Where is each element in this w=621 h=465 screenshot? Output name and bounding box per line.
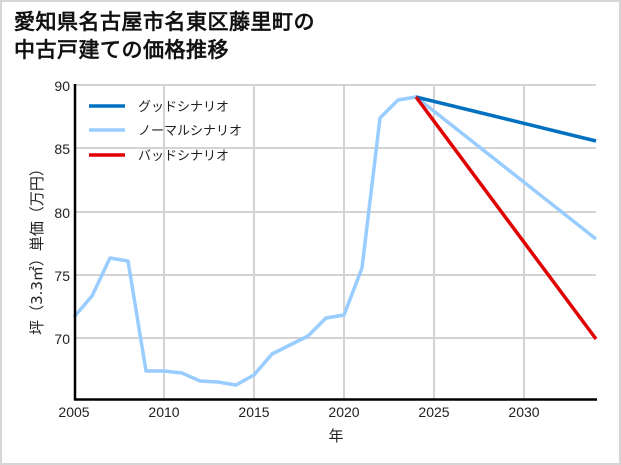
- y-tick-75: 75: [54, 268, 70, 284]
- y-tick-70: 70: [54, 331, 70, 347]
- x-tick-labels: 2005 2010 2015 2020 2025 2030: [58, 404, 539, 420]
- x-tick-2030: 2030: [508, 404, 539, 420]
- series-good-line: [415, 95, 597, 143]
- chart-title-line2: 中古戸建ての価格推移: [14, 38, 229, 62]
- x-tick-2010: 2010: [148, 404, 179, 420]
- series-normal-line: [72, 95, 598, 387]
- legend: グッドシナリオ ノーマルシナリオ バッドシナリオ: [89, 100, 242, 164]
- y-tick-85: 85: [54, 141, 70, 157]
- y-axis-label: 坪（3.3㎡）単価（万円）: [28, 161, 46, 335]
- x-axis-label: 年: [328, 427, 343, 445]
- y-tick-90: 90: [54, 78, 70, 94]
- y-tick-labels: 90 85 80 75 70: [54, 78, 70, 347]
- x-tick-2020: 2020: [328, 404, 359, 420]
- chart-title-line1: 愛知県名古屋市名東区藤里町の: [14, 10, 315, 34]
- legend-label-normal: ノーマルシナリオ: [138, 124, 242, 139]
- legend-label-good: グッドシナリオ: [138, 100, 229, 115]
- x-tick-2015: 2015: [238, 404, 269, 420]
- x-tick-2005: 2005: [58, 404, 89, 420]
- gridlines: [74, 84, 596, 399]
- legend-label-bad: バッドシナリオ: [138, 149, 229, 164]
- series-bad-line: [414, 95, 598, 341]
- chart-title: 愛知県名古屋市名東区藤里町の 中古戸建ての価格推移: [14, 8, 315, 64]
- x-tick-2025: 2025: [418, 404, 449, 420]
- y-tick-80: 80: [54, 205, 70, 221]
